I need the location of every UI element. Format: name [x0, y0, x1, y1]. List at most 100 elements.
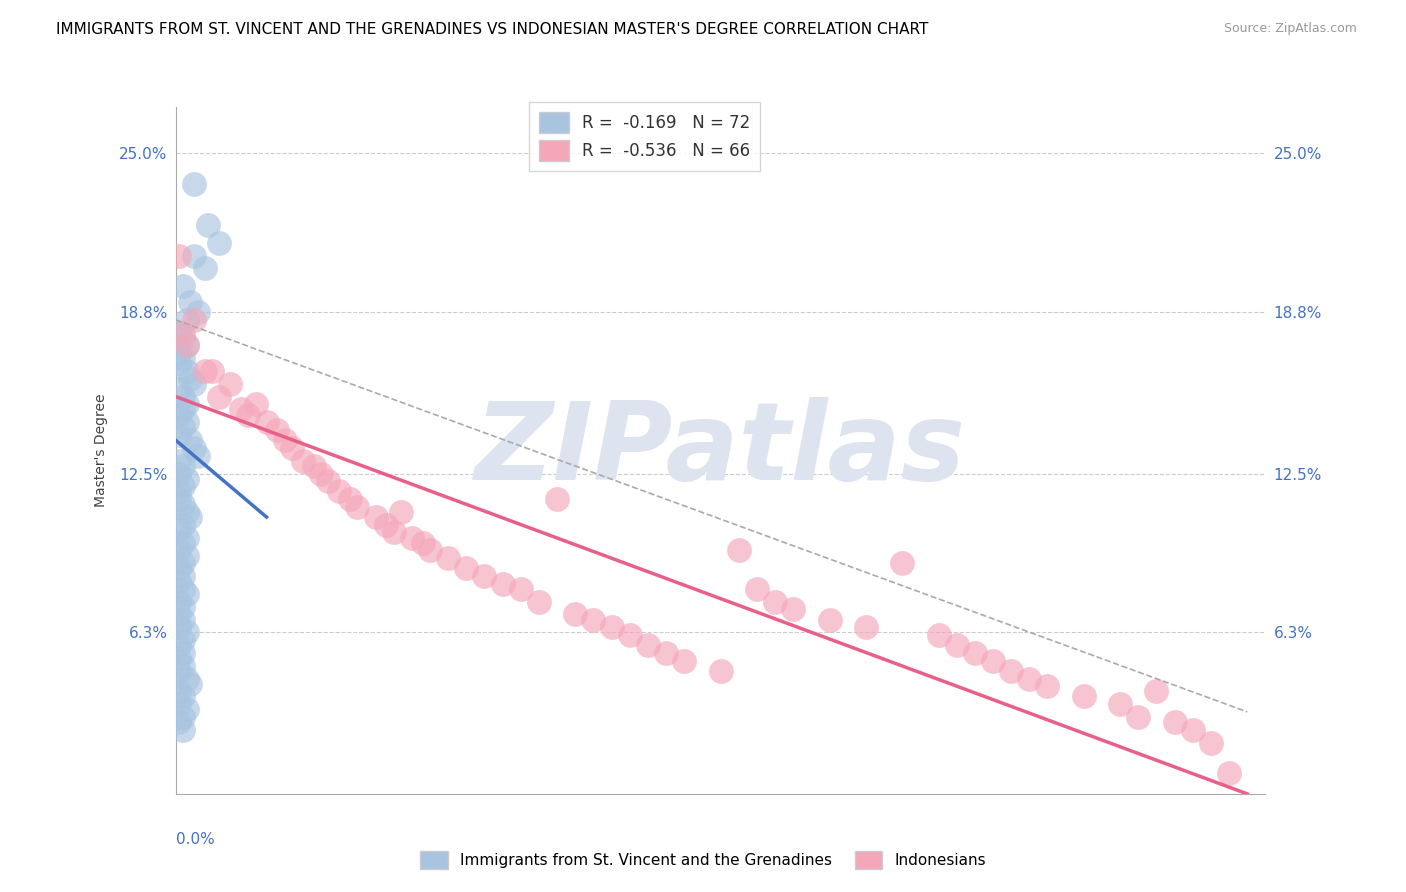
Point [208, 390, 231, 404]
Point [375, 517, 398, 532]
Point [291, 453, 314, 467]
Point [197, 218, 219, 232]
Point [546, 492, 568, 507]
Point [564, 607, 586, 622]
Point [176, 415, 198, 429]
Point [274, 434, 297, 448]
Point [179, 294, 201, 309]
Point [176, 338, 198, 352]
Point [1199, 736, 1222, 750]
Point [172, 613, 194, 627]
Point [176, 364, 198, 378]
Point [169, 715, 191, 730]
Point [401, 531, 423, 545]
Point [183, 249, 205, 263]
Legend: R =  -0.169   N = 72, R =  -0.536   N = 66: R = -0.169 N = 72, R = -0.536 N = 66 [529, 102, 761, 171]
Text: Source: ZipAtlas.com: Source: ZipAtlas.com [1223, 22, 1357, 36]
Text: ZIPatlas: ZIPatlas [475, 398, 966, 503]
Point [437, 551, 460, 566]
Point [619, 628, 641, 642]
Point [172, 633, 194, 648]
Point [169, 249, 191, 263]
Point [183, 441, 205, 455]
Point [194, 364, 217, 378]
Point [176, 587, 198, 601]
Point [176, 312, 198, 326]
Point [183, 376, 205, 391]
Point [208, 235, 231, 250]
Point [172, 390, 194, 404]
Point [186, 305, 209, 319]
Point [1109, 697, 1132, 711]
Y-axis label: Master's Degree: Master's Degree [94, 393, 108, 508]
Point [172, 658, 194, 673]
Point [194, 261, 217, 276]
Point [176, 472, 198, 486]
Point [169, 382, 191, 396]
Point [963, 646, 986, 660]
Point [169, 638, 191, 652]
Point [169, 346, 191, 360]
Point [179, 510, 201, 524]
Point [172, 420, 194, 434]
Point [172, 517, 194, 532]
Point [183, 177, 205, 191]
Point [169, 408, 191, 422]
Point [266, 423, 288, 437]
Point [1073, 690, 1095, 704]
Point [509, 582, 531, 596]
Point [172, 331, 194, 345]
Point [169, 428, 191, 442]
Point [382, 525, 405, 540]
Point [201, 364, 224, 378]
Point [945, 638, 967, 652]
Point [176, 531, 198, 545]
Point [256, 415, 278, 429]
Point [172, 723, 194, 737]
Point [186, 449, 209, 463]
Point [172, 326, 194, 340]
Point [169, 664, 191, 678]
Point [981, 654, 1004, 668]
Point [169, 697, 191, 711]
Point [172, 569, 194, 583]
Point [745, 582, 768, 596]
Point [179, 676, 201, 690]
Point [238, 408, 260, 422]
Point [891, 556, 914, 570]
Point [710, 664, 733, 678]
Point [1036, 679, 1059, 693]
Point [169, 620, 191, 634]
Point [389, 505, 412, 519]
Point [183, 312, 205, 326]
Point [763, 595, 786, 609]
Point [169, 543, 191, 558]
Text: 0.0%: 0.0% [176, 831, 215, 847]
Point [309, 467, 332, 481]
Point [655, 646, 678, 660]
Point [172, 458, 194, 473]
Point [302, 458, 325, 473]
Point [474, 569, 496, 583]
Point [1018, 672, 1040, 686]
Point [176, 672, 198, 686]
Point [419, 543, 441, 558]
Point [855, 620, 877, 634]
Point [600, 620, 623, 634]
Point [1128, 710, 1150, 724]
Point [176, 702, 198, 716]
Point [172, 497, 194, 511]
Point [328, 484, 350, 499]
Point [346, 500, 368, 514]
Point [172, 556, 194, 570]
Point [176, 505, 198, 519]
Point [176, 549, 198, 563]
Point [169, 356, 191, 370]
Point [727, 543, 749, 558]
Point [172, 479, 194, 493]
Point [176, 397, 198, 411]
Point [169, 453, 191, 467]
Point [169, 684, 191, 698]
Point [1146, 684, 1168, 698]
Point [169, 607, 191, 622]
